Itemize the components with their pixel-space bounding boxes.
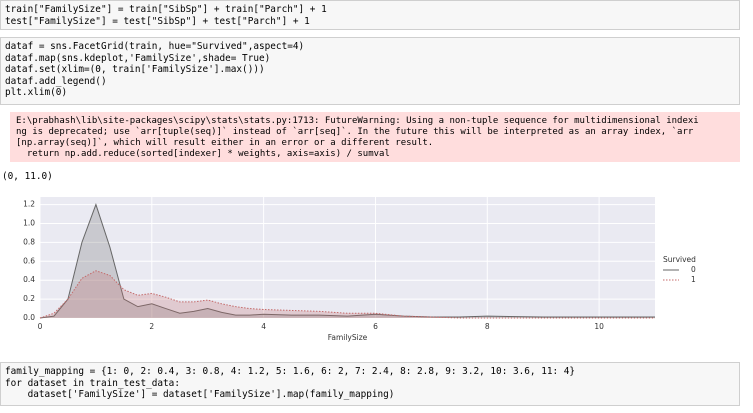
code-line: [np.array(seq)]`, which will result eith… <box>16 138 434 148</box>
code-line: ng is deprecated; use `arr[tuple(seq)]` … <box>16 127 694 137</box>
x-tick-label: 10 <box>594 322 604 331</box>
y-tick-label: 0.0 <box>23 313 35 322</box>
kde-area <box>40 204 655 318</box>
y-tick-label: 0.6 <box>23 256 35 265</box>
code-line: train["FamilySize"] = train["SibSp"] + t… <box>5 4 327 15</box>
code-line: return np.add.reduce(sorted[indexer] * w… <box>16 149 390 159</box>
y-tick-label: 0.4 <box>23 275 35 284</box>
legend-label: 0 <box>691 265 696 274</box>
y-tick-label: 0.2 <box>23 294 35 303</box>
code-line: dataf.add_legend() <box>5 75 107 87</box>
x-tick-label: 6 <box>373 322 378 331</box>
code-line: test["FamilySize"] = test["SibSp"] + tes… <box>5 15 310 27</box>
code-line: dataf.map(sns.kdeplot,'FamilySize',shade… <box>5 52 271 64</box>
code-line: family_mapping = {1: 0, 2: 0.4, 3: 0.8, … <box>5 366 576 377</box>
x-tick-label: 0 <box>38 322 43 331</box>
x-axis-label: FamilySize <box>328 333 368 342</box>
x-tick-label: 8 <box>485 322 490 331</box>
code-cell[interactable]: dataf = sns.FacetGrid(train, hue="Surviv… <box>0 37 740 105</box>
code-line: for dataset in train_test_data: <box>5 377 180 389</box>
legend-title: Survived <box>663 255 696 264</box>
code-line: dataset['FamilySize'] = dataset['FamilyS… <box>5 389 395 400</box>
x-tick-label: 4 <box>261 322 266 331</box>
kde-area <box>40 270 655 318</box>
code-line: dataf.set(xlim=(0, train['FamilySize'].m… <box>5 64 265 75</box>
output-text: (0, 11.0) <box>2 171 53 182</box>
chart: 0.00.20.40.60.81.01.20 2 4 6 8 10FamilySizeSu… <box>23 197 696 342</box>
y-tick-label: 1.2 <box>23 200 35 209</box>
plot-background <box>40 197 655 318</box>
y-tick-label: 1.0 <box>23 218 35 227</box>
code-line: E:\prabhash\lib\site-packages\scipy\stat… <box>16 116 699 126</box>
legend-label: 1 <box>691 275 696 284</box>
code-cell[interactable]: train["FamilySize"] = train["SibSp"] + t… <box>0 0 740 30</box>
code-line: dataf = sns.FacetGrid(train, hue="Surviv… <box>5 41 305 52</box>
code-line: plt.xlim(0) <box>5 87 68 98</box>
x-tick-label: 2 <box>149 322 154 331</box>
y-tick-label: 0.8 <box>23 237 35 246</box>
code-cell[interactable]: family_mapping = {1: 0, 2: 0.4, 3: 0.8, … <box>0 362 740 406</box>
warning-output: E:\prabhash\lib\site-packages\scipy\stat… <box>10 112 740 162</box>
kde-line <box>39 270 655 319</box>
